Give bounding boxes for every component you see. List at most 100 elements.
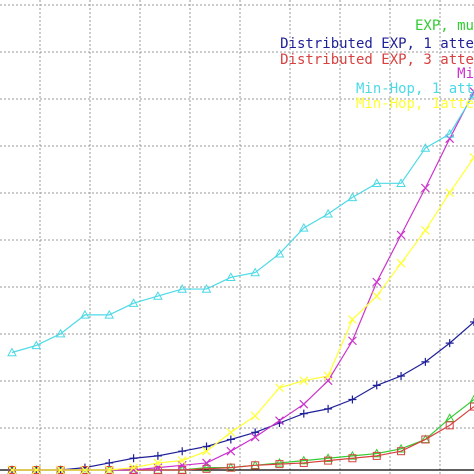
data-point: [372, 277, 382, 287]
data-point: [31, 465, 41, 474]
data-point: [470, 317, 474, 326]
data-point: [7, 465, 17, 474]
data-point: [202, 446, 211, 456]
data-point: [347, 450, 358, 460]
data-point: [105, 458, 114, 467]
data-point: [226, 427, 236, 437]
data-point: [348, 395, 357, 404]
data-point: [201, 462, 212, 472]
series-line: [12, 321, 474, 471]
data-point: [129, 463, 139, 473]
data-point: [470, 402, 474, 411]
data-point: [202, 464, 211, 473]
data-point: [177, 284, 188, 293]
series-line: [12, 91, 474, 471]
data-point: [371, 448, 382, 458]
data-point: [421, 357, 430, 366]
data-point: [396, 258, 406, 268]
legend-entry: Min-Hop, 1atte: [356, 96, 474, 112]
data-point: [225, 272, 236, 281]
data-point: [347, 336, 357, 346]
data-point: [104, 465, 114, 474]
data-point: [347, 192, 358, 202]
data-point: [348, 454, 357, 463]
data-point: [274, 248, 285, 258]
data-point: [250, 432, 260, 442]
data-point: [324, 404, 333, 413]
data-point: [421, 435, 430, 444]
data-point: [31, 340, 42, 350]
data-point: [129, 454, 138, 463]
data-point: [397, 372, 406, 380]
data-point: [7, 347, 17, 357]
data-point: [177, 456, 187, 466]
data-point: [445, 421, 454, 430]
series-4: [7, 88, 474, 357]
data-point: [299, 409, 308, 418]
legend-entry: EXP, mu: [415, 18, 474, 34]
data-point: [469, 153, 474, 162]
data-point: [397, 447, 406, 456]
data-point: [275, 416, 284, 426]
data-point: [372, 291, 382, 301]
series-line: [12, 157, 474, 471]
series-1: [8, 317, 474, 474]
data-point: [55, 328, 66, 338]
data-point: [226, 446, 236, 456]
data-point: [250, 267, 261, 277]
data-point: [153, 291, 163, 300]
data-point: [201, 284, 212, 293]
data-point: [420, 225, 430, 235]
data-point: [274, 457, 285, 467]
data-point: [275, 460, 284, 469]
series-5: [7, 153, 474, 474]
data-point: [469, 394, 474, 404]
data-point: [251, 461, 260, 470]
data-point: [128, 298, 139, 307]
data-point: [372, 451, 381, 460]
data-point: [56, 465, 66, 474]
data-point: [80, 309, 90, 319]
legend: EXP, mu Distributed EXP, 1 atteDistribute…: [280, 18, 474, 112]
data-point: [299, 458, 308, 467]
data-point: [469, 88, 474, 98]
data-point: [396, 178, 406, 187]
series-line: [11, 93, 474, 354]
data-point: [323, 208, 333, 218]
data-point: [275, 383, 284, 393]
data-point: [80, 465, 90, 474]
data-point: [250, 411, 260, 421]
data-point: [104, 309, 115, 319]
data-point: [299, 376, 309, 386]
data-point: [298, 455, 309, 465]
series-group: [7, 87, 474, 474]
data-point: [299, 399, 309, 409]
legend-entry: Min-Hop, 1 att: [356, 81, 474, 97]
legend-entry: Distributed EXP, 1 atte: [280, 36, 474, 52]
legend-entry: Mi: [457, 66, 474, 82]
data-point: [371, 178, 382, 187]
data-point: [347, 315, 357, 325]
series-line: [12, 399, 474, 471]
data-point: [202, 442, 211, 451]
data-point: [153, 458, 163, 468]
data-point: [153, 451, 162, 460]
data-point: [226, 435, 235, 444]
data-point: [445, 339, 454, 348]
data-point: [420, 183, 430, 193]
data-point: [226, 463, 235, 472]
data-point: [324, 456, 333, 465]
data-point: [420, 143, 431, 152]
data-point: [445, 188, 455, 198]
data-point: [396, 230, 406, 240]
data-point: [298, 222, 309, 232]
data-point: [178, 447, 187, 456]
data-point: [396, 443, 406, 453]
series-2: [8, 402, 474, 474]
legend-entry: Distributed EXP, 3 atte: [280, 52, 474, 68]
data-point: [323, 453, 333, 462]
series-line: [12, 406, 474, 471]
series-0: [7, 394, 474, 474]
data-point: [372, 381, 381, 390]
